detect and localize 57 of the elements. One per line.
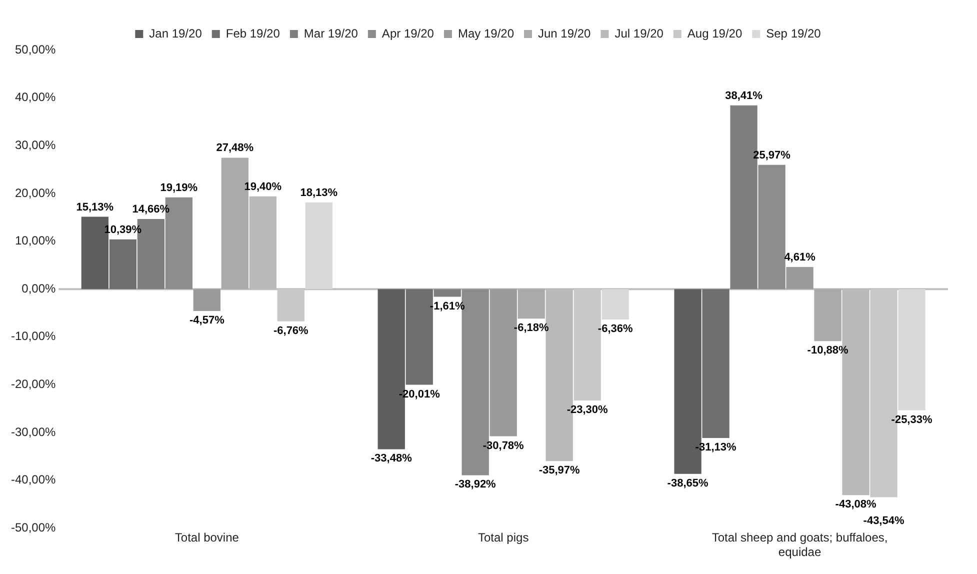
data-label: 15,13%: [76, 201, 114, 214]
x-tick-label: Total sheep and goats; buffaloes, equidae: [712, 530, 888, 560]
x-tick-label: Total pigs: [478, 530, 529, 545]
y-tick-label: 10,00%: [14, 234, 56, 248]
bar: [814, 289, 842, 342]
data-label: -33,48%: [370, 452, 412, 465]
data-label: 25,97%: [753, 149, 791, 162]
legend-label: Feb 19/20: [226, 26, 280, 40]
data-label: 18,13%: [300, 186, 338, 199]
y-tick-label: 50,00%: [14, 42, 56, 56]
y-tick-label: -40,00%: [10, 472, 56, 487]
legend-label: Mar 19/20: [304, 26, 358, 40]
data-label: 27,48%: [216, 142, 254, 154]
x-tick-label: Total bovine: [174, 530, 240, 545]
data-label: -25,33%: [891, 414, 932, 426]
bar: [305, 202, 332, 290]
y-tick-label: 30,00%: [14, 138, 56, 152]
bar: [109, 239, 136, 290]
bar: [434, 289, 461, 297]
data-label: -6,18%: [514, 322, 549, 334]
legend-label: Apr 19/20: [382, 26, 434, 40]
bar: [758, 164, 786, 290]
data-label: -38,65%: [667, 477, 708, 490]
y-tick-label: -50,00%: [10, 520, 56, 535]
data-label: 14,66%: [132, 204, 170, 216]
data-label: -10,88%: [807, 344, 848, 357]
data-label: -4,57%: [189, 314, 225, 326]
bar: [786, 267, 814, 290]
y-tick-label: 40,00%: [14, 90, 56, 104]
y-tick-label: -10,00%: [10, 329, 56, 344]
y-tick-label: -30,00%: [10, 424, 56, 439]
legend-label: Jul 19/20: [614, 26, 664, 40]
bar: [702, 289, 730, 438]
bar: [518, 289, 545, 319]
y-tick-label: -20,00%: [10, 377, 56, 392]
data-label: -30,78%: [482, 440, 524, 452]
data-label: 19,19%: [160, 182, 198, 194]
data-label: -6,36%: [598, 323, 633, 336]
data-label: -43,54%: [863, 514, 904, 527]
legend-label: Jun 19/20: [538, 26, 592, 40]
legend-label: Sep 19/20: [766, 26, 822, 40]
legend-label: Jan 19/20: [149, 26, 202, 40]
data-label: 38,41%: [725, 90, 763, 102]
bar: [602, 289, 629, 320]
legend-label: May 19/20: [458, 26, 514, 40]
data-label: -38,92%: [454, 478, 496, 491]
y-tick-label: 0,00%: [22, 281, 56, 296]
data-label: 4,61%: [784, 252, 816, 264]
data-label: -6,76%: [273, 324, 309, 337]
bar: [193, 289, 220, 311]
legend-label: Aug 19/20: [687, 26, 742, 40]
data-label: 19,40%: [244, 180, 282, 193]
y-tick-label: 20,00%: [14, 186, 56, 200]
data-label: -23,30%: [566, 404, 608, 416]
data-label: -35,97%: [538, 464, 580, 477]
bar: [898, 289, 926, 410]
data-label: -43,08%: [835, 498, 876, 511]
